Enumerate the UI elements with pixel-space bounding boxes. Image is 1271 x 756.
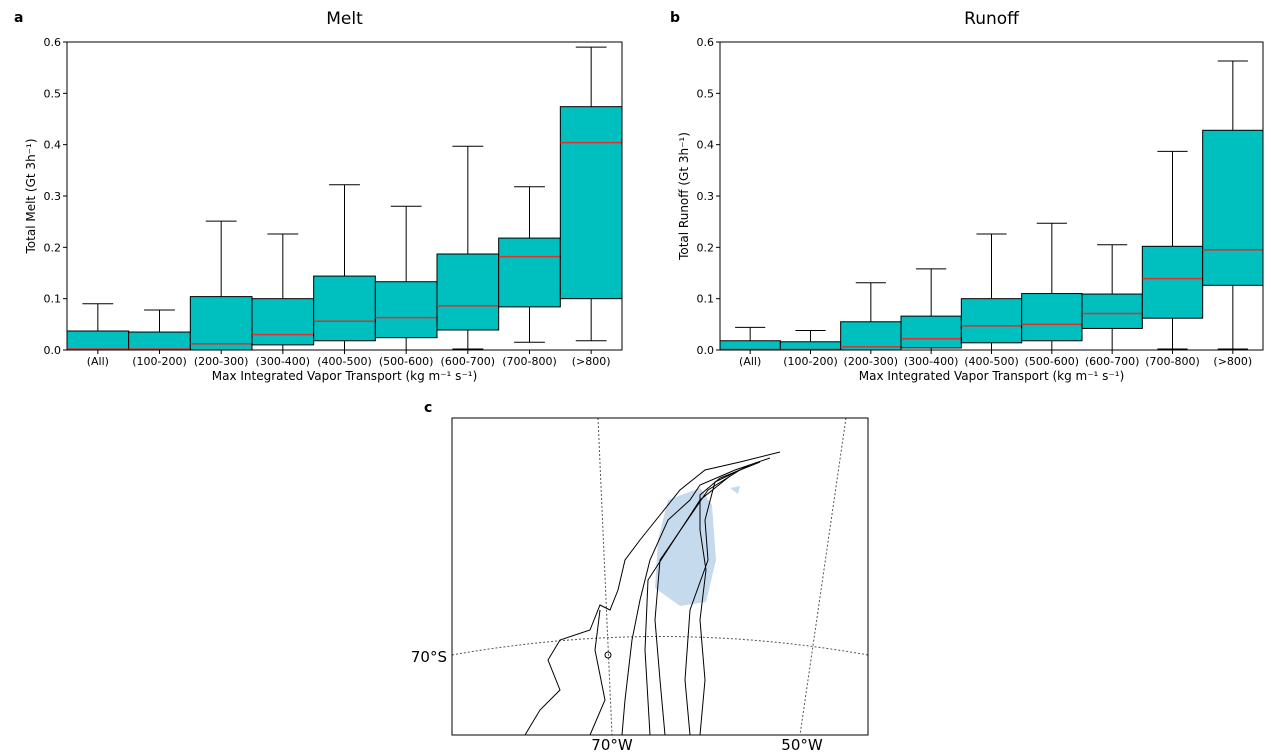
y-tick-label: 0.6 (697, 36, 715, 49)
chart-title: Melt (326, 9, 363, 29)
box (189, 296, 253, 351)
box (719, 340, 781, 351)
x-tick-label: (100-200) (783, 355, 838, 368)
box (128, 331, 191, 351)
y-tick-label: 0.0 (44, 344, 62, 357)
panel-label: c (424, 400, 432, 416)
x-tick-label: (500-600) (1025, 355, 1080, 368)
panel-label: a (14, 10, 23, 26)
box (313, 275, 376, 342)
x-tick-label: (200-300) (844, 355, 899, 368)
y-axis-label: Total Melt (Gt 3h⁻¹) (24, 139, 38, 255)
x-tick-label: (700-800) (502, 355, 557, 368)
x-tick-label: (700-800) (1145, 355, 1200, 368)
box (1021, 293, 1083, 342)
y-tick-label: 0.3 (697, 190, 715, 203)
x-tick-label: (200-300) (194, 355, 249, 368)
y-tick-label: 0.4 (697, 139, 715, 152)
x-tick-label: (400-500) (964, 355, 1019, 368)
y-tick-label: 0.2 (697, 241, 715, 254)
x-tick-label: (600-700) (1085, 355, 1140, 368)
x-tick-label: (300-400) (256, 355, 311, 368)
plot-frame (719, 41, 1264, 351)
y-tick-label: 0.1 (44, 293, 62, 306)
box (1081, 293, 1143, 329)
y-tick-label: 0.0 (697, 344, 715, 357)
box (498, 237, 561, 308)
box (66, 330, 130, 351)
y-tick-label: 0.2 (44, 241, 62, 254)
x-tick-label: (All) (87, 355, 109, 368)
map-drawing (451, 417, 869, 736)
x-axis-label: Max Integrated Vapor Transport (kg m⁻¹ s… (212, 369, 478, 383)
chart-title: Runoff (964, 9, 1020, 29)
lon-label: 50°W (781, 736, 823, 752)
x-tick-label: (300-400) (904, 355, 959, 368)
y-tick-label: 0.6 (44, 36, 62, 49)
box (559, 106, 623, 300)
plot-frame (66, 41, 623, 351)
box (1141, 245, 1204, 319)
x-axis-label: Max Integrated Vapor Transport (kg m⁻¹ s… (859, 369, 1125, 383)
box (436, 253, 500, 331)
x-tick-label: (400-500) (317, 355, 372, 368)
y-tick-label: 0.4 (44, 139, 62, 152)
y-tick-label: 0.5 (44, 87, 62, 100)
box (1202, 129, 1264, 286)
box (960, 298, 1023, 344)
x-tick-label: (100-200) (132, 355, 187, 368)
y-axis-label: Total Runoff (Gt 3h⁻¹) (677, 132, 691, 261)
box (251, 298, 315, 346)
box (840, 321, 902, 351)
panel-label: b (670, 10, 680, 26)
x-tick-label: (600-700) (441, 355, 496, 368)
lat-label: 70°S (411, 648, 447, 666)
y-tick-label: 0.3 (44, 190, 62, 203)
x-tick-label: (>800) (1213, 355, 1252, 368)
x-tick-label: (>800) (572, 355, 611, 368)
x-tick-label: (500-600) (379, 355, 434, 368)
y-tick-label: 0.5 (697, 87, 715, 100)
box (374, 281, 438, 339)
box (900, 315, 962, 349)
lon-label: 70°W (591, 736, 633, 752)
y-tick-label: 0.1 (697, 293, 715, 306)
x-tick-label: (All) (739, 355, 761, 368)
